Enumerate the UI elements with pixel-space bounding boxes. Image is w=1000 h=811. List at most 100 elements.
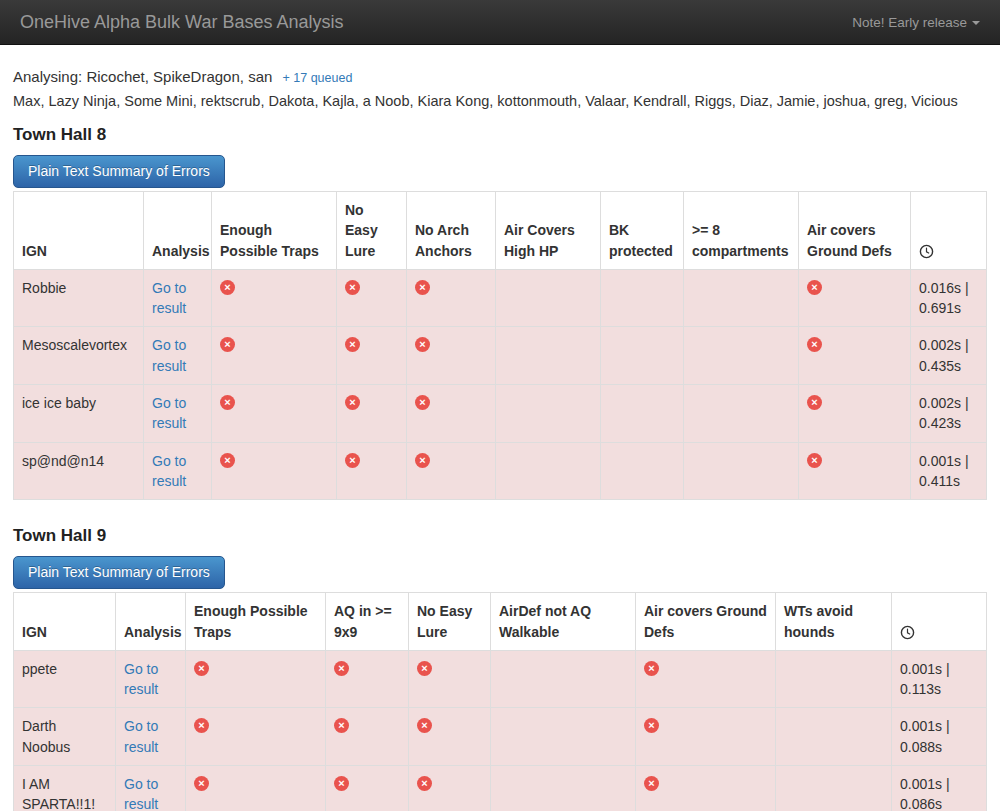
release-note-dropdown[interactable]: Note! Early release bbox=[852, 15, 980, 30]
cell-check: × bbox=[799, 327, 911, 385]
queued-names: Max, Lazy Ninja, Some Mini, rektscrub, D… bbox=[13, 93, 987, 109]
error-icon: × bbox=[220, 395, 235, 410]
cell-time: 0.002s | 0.435s bbox=[911, 327, 987, 385]
cell-check: × bbox=[186, 766, 326, 811]
error-icon: × bbox=[807, 453, 822, 468]
go-to-result-link[interactable]: Go to result bbox=[124, 776, 158, 811]
column-header-check: AQ in >= 9x9 bbox=[326, 593, 409, 651]
cell-check: × bbox=[636, 650, 776, 708]
go-to-result-link[interactable]: Go to result bbox=[152, 337, 186, 373]
column-header-check: No Easy Lure bbox=[409, 593, 491, 651]
cell-check: × bbox=[212, 442, 337, 500]
cell-analysis: Go to result bbox=[116, 650, 186, 708]
cell-check: × bbox=[407, 442, 496, 500]
column-header-check: BK protected bbox=[601, 192, 684, 270]
cell-check bbox=[684, 269, 799, 327]
table-row: I AM SPARTA!!1!Go to result××××0.001s | … bbox=[14, 766, 987, 811]
column-header-check: >= 8 compartments bbox=[684, 192, 799, 270]
cell-check bbox=[776, 708, 892, 766]
cell-check bbox=[601, 442, 684, 500]
table-header-row: IGNAnalysisEnough Possible TrapsAQ in >=… bbox=[14, 593, 987, 651]
error-icon: × bbox=[194, 661, 209, 676]
cell-check: × bbox=[799, 269, 911, 327]
cell-analysis: Go to result bbox=[144, 327, 212, 385]
table-row: Darth NoobusGo to result××××0.001s | 0.0… bbox=[14, 708, 987, 766]
go-to-result-link[interactable]: Go to result bbox=[152, 395, 186, 431]
cell-check bbox=[601, 385, 684, 443]
error-icon: × bbox=[345, 337, 360, 352]
cell-check bbox=[491, 708, 636, 766]
column-header-analysis: Analysis bbox=[116, 593, 186, 651]
clock-icon bbox=[919, 244, 978, 259]
cell-check: × bbox=[407, 269, 496, 327]
column-header-ign: IGN bbox=[14, 593, 116, 651]
go-to-result-link[interactable]: Go to result bbox=[152, 280, 186, 316]
column-header-check: AirDef not AQ Walkable bbox=[491, 593, 636, 651]
analysing-label: Analysing: bbox=[13, 68, 82, 85]
error-icon: × bbox=[417, 776, 432, 791]
analysis-table: IGNAnalysisEnough Possible TrapsAQ in >=… bbox=[13, 592, 987, 811]
cell-check: × bbox=[799, 385, 911, 443]
app-title: OneHive Alpha Bulk War Bases Analysis bbox=[20, 12, 343, 33]
cell-check: × bbox=[212, 327, 337, 385]
cell-time: 0.001s | 0.411s bbox=[911, 442, 987, 500]
cell-check bbox=[776, 766, 892, 811]
analysing-line: Analysing: Ricochet, SpikeDragon, san + … bbox=[13, 68, 987, 85]
section-title: Town Hall 8 bbox=[13, 125, 987, 145]
cell-check bbox=[496, 442, 601, 500]
column-header-time bbox=[892, 593, 987, 651]
cell-check: × bbox=[337, 385, 407, 443]
cell-check: × bbox=[407, 327, 496, 385]
error-icon: × bbox=[334, 661, 349, 676]
navbar: OneHive Alpha Bulk War Bases Analysis No… bbox=[0, 0, 1000, 45]
column-header-check: Enough Possible Traps bbox=[212, 192, 337, 270]
error-icon: × bbox=[220, 337, 235, 352]
cell-ign: Mesoscalevortex bbox=[14, 327, 144, 385]
cell-analysis: Go to result bbox=[116, 708, 186, 766]
error-icon: × bbox=[415, 395, 430, 410]
cell-time: 0.001s | 0.088s bbox=[892, 708, 987, 766]
analysis-table: IGNAnalysisEnough Possible TrapsNo Easy … bbox=[13, 191, 987, 500]
cell-check bbox=[496, 327, 601, 385]
cell-check: × bbox=[326, 708, 409, 766]
error-icon: × bbox=[807, 395, 822, 410]
section-title: Town Hall 9 bbox=[13, 526, 987, 546]
cell-check: × bbox=[212, 385, 337, 443]
go-to-result-link[interactable]: Go to result bbox=[124, 718, 158, 754]
cell-check bbox=[684, 442, 799, 500]
cell-check bbox=[684, 385, 799, 443]
table-row: ice ice babyGo to result××××0.002s | 0.4… bbox=[14, 385, 987, 443]
cell-check: × bbox=[407, 385, 496, 443]
queued-count-link[interactable]: + 17 queued bbox=[283, 71, 353, 85]
cell-check: × bbox=[326, 650, 409, 708]
cell-check: × bbox=[636, 708, 776, 766]
cell-ign: ice ice baby bbox=[14, 385, 144, 443]
cell-check: × bbox=[799, 442, 911, 500]
error-icon: × bbox=[417, 718, 432, 733]
cell-check: × bbox=[636, 766, 776, 811]
error-icon: × bbox=[807, 280, 822, 295]
cell-check: × bbox=[409, 650, 491, 708]
townhall-section: Town Hall 9 Plain Text Summary of Errors I… bbox=[13, 526, 987, 811]
table-row: MesoscalevortexGo to result××××0.002s | … bbox=[14, 327, 987, 385]
column-header-check: Air covers Ground Defs bbox=[636, 593, 776, 651]
go-to-result-link[interactable]: Go to result bbox=[124, 661, 158, 697]
column-header-check: No Easy Lure bbox=[337, 192, 407, 270]
column-header-check: Air covers Ground Defs bbox=[799, 192, 911, 270]
cell-check bbox=[601, 269, 684, 327]
plain-text-summary-button[interactable]: Plain Text Summary of Errors bbox=[13, 155, 225, 188]
cell-analysis: Go to result bbox=[144, 269, 212, 327]
table-header-row: IGNAnalysisEnough Possible TrapsNo Easy … bbox=[14, 192, 987, 270]
townhall-section: Town Hall 8 Plain Text Summary of Errors I… bbox=[13, 125, 987, 500]
column-header-check: No Arch Anchors bbox=[407, 192, 496, 270]
cell-check bbox=[491, 650, 636, 708]
cell-ign: Robbie bbox=[14, 269, 144, 327]
column-header-check: WTs avoid hounds bbox=[776, 593, 892, 651]
table-row: ppeteGo to result××××0.001s | 0.113s bbox=[14, 650, 987, 708]
cell-analysis: Go to result bbox=[144, 442, 212, 500]
error-icon: × bbox=[345, 395, 360, 410]
cell-time: 0.001s | 0.113s bbox=[892, 650, 987, 708]
plain-text-summary-button[interactable]: Plain Text Summary of Errors bbox=[13, 556, 225, 589]
cell-ign: sp@nd@n14 bbox=[14, 442, 144, 500]
go-to-result-link[interactable]: Go to result bbox=[152, 453, 186, 489]
